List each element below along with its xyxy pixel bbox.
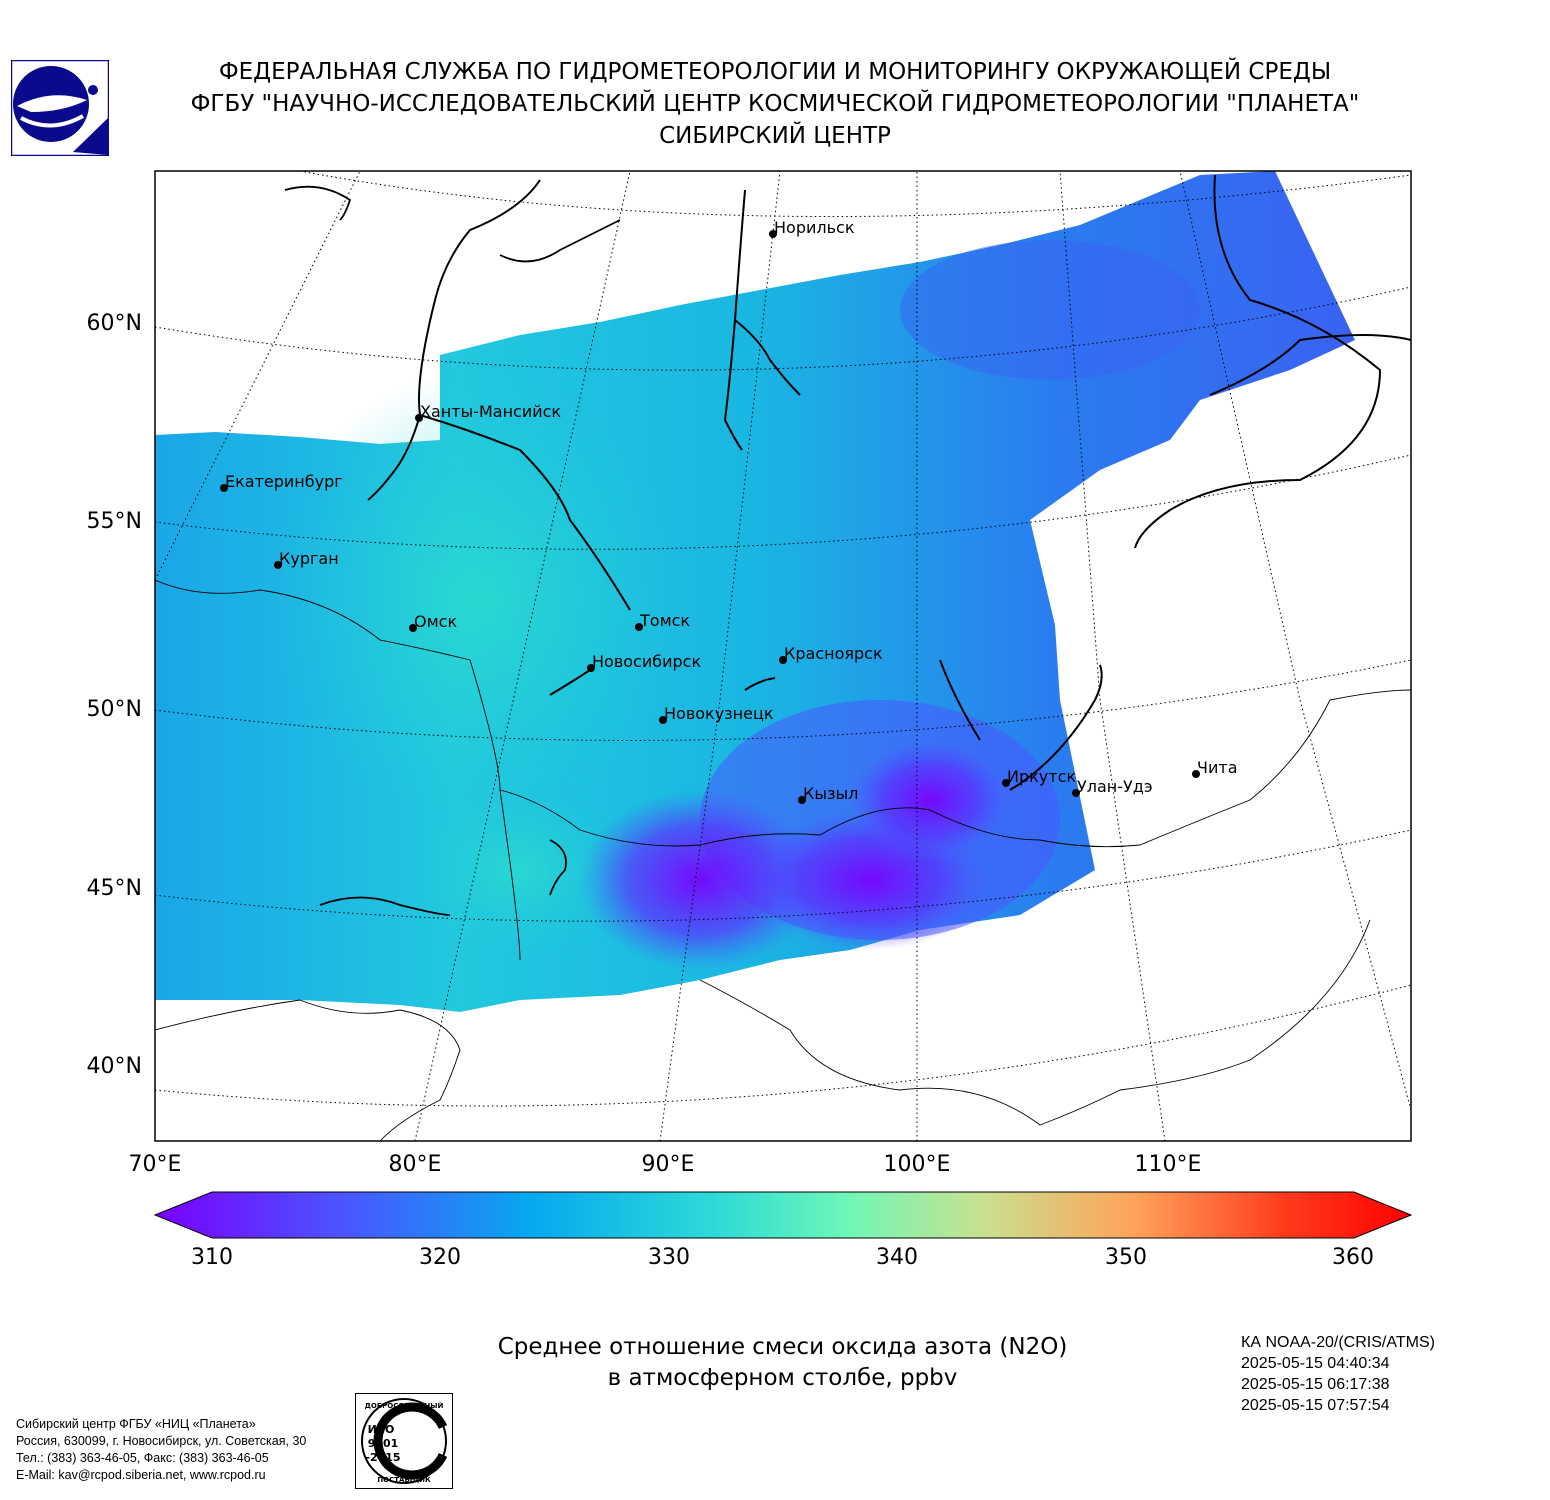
contacts-line-2: Россия, 630099, г. Новосибирск, ул. Сове… (16, 1434, 307, 1448)
contacts: Сибирский центр ФГБУ «НИЦ «Планета» Росс… (16, 1416, 306, 1484)
iso-line-1: ИСО (368, 1423, 395, 1436)
contacts-line-3: Тел.: (383) 363-46-05, Факс: (383) 363-4… (16, 1451, 269, 1465)
coast-north (284, 185, 621, 916)
city-dot (798, 796, 806, 804)
satellite-name: КА NOAA-20/(CRIS/ATMS) (1241, 1334, 1435, 1351)
city-label: Чита (1197, 758, 1238, 777)
satellite-time-3: 2025-05-15 07:57:54 (1241, 1397, 1390, 1414)
colorbar-tick-310: 310 (191, 1245, 233, 1270)
city-marker: Курган (274, 549, 339, 569)
city-label: Омск (414, 612, 457, 631)
map-frame (154, 170, 1412, 1142)
iso-badge: ДОБРОСОВЕСТНЫЙ ИСО 9001 -2015 ПОСТАВЩИК (355, 1393, 453, 1489)
iso-bottom-text: ПОСТАВЩИК (377, 1476, 431, 1484)
map-title-line-2: в атмосферном столбе, ppbv (607, 1365, 958, 1391)
lon-label-80: 80°E (388, 1152, 442, 1177)
satellite-info: КА NOAA-20/(CRIS/ATMS) 2025-05-15 04:40:… (1241, 1332, 1435, 1416)
city-dot (659, 716, 667, 724)
header-line-1: ФЕДЕРАЛЬНАЯ СЛУЖБА ПО ГИДРОМЕТЕОРОЛОГИИ … (218, 59, 1332, 85)
country-borders (155, 579, 1411, 1141)
lat-label-60: 60°N (86, 311, 142, 336)
rivers (367, 174, 1411, 791)
iso-line-2: 9001 (368, 1437, 399, 1450)
city-label: Новокузнецк (664, 704, 774, 723)
city-label: Ханты-Мансийск (420, 402, 561, 421)
city-dot (779, 656, 787, 664)
city-marker: Чита (1192, 758, 1238, 778)
lat-label-40: 40°N (86, 1054, 142, 1079)
satellite-time-2: 2025-05-15 06:17:38 (1241, 1376, 1390, 1393)
lat-label-50: 50°N (86, 697, 142, 722)
city-label: Кызыл (803, 784, 858, 803)
city-marker: Норильск (769, 218, 855, 238)
lat-label-45: 45°N (86, 876, 142, 901)
planeta-logo (11, 60, 109, 156)
city-marker: Иркутск (1002, 767, 1076, 787)
lat-label-55: 55°N (86, 509, 142, 534)
iso-line-3: -2015 (365, 1451, 400, 1464)
city-label: Иркутск (1007, 767, 1076, 786)
colorbar-tick-320: 320 (419, 1245, 461, 1270)
header-line-3: СИБИРСКИЙ ЦЕНТР (659, 123, 891, 149)
colorbar-tick-340: 340 (876, 1245, 918, 1270)
city-label: Томск (639, 611, 690, 630)
graticule-parallels (155, 171, 1411, 1107)
contacts-line-1: Сибирский центр ФГБУ «НИЦ «Планета» (16, 1417, 256, 1431)
city-marker: Новокузнецк (659, 704, 774, 724)
city-marker: Томск (635, 611, 690, 631)
city-label: Улан-Удэ (1077, 777, 1153, 796)
city-label: Курган (279, 549, 339, 568)
lon-label-110: 110°E (1134, 1152, 1202, 1177)
city-dot (220, 484, 228, 492)
city-label: Красноярск (784, 644, 883, 663)
contacts-line-4: E-Mail: kav@rcpod.siberia.net, www.rcpod… (16, 1468, 266, 1482)
colorbar-tick-350: 350 (1105, 1245, 1147, 1270)
city-marker: Ханты-Мансийск (415, 402, 561, 422)
colorbar-tick-360: 360 (1332, 1245, 1374, 1270)
city-label: Екатеринбург (225, 472, 343, 491)
city-dot (1002, 779, 1010, 787)
city-dot (1072, 789, 1080, 797)
map-title-line-1: Среднее отношение смеси оксида азота (N2… (497, 1334, 1068, 1360)
city-marker: Улан-Удэ (1072, 777, 1153, 797)
city-dot (274, 561, 282, 569)
city-label: Новосибирск (592, 652, 701, 671)
city-dot (587, 664, 595, 672)
city-marker: Екатеринбург (220, 472, 343, 492)
colorbar (153, 1191, 1413, 1239)
lon-label-90: 90°E (641, 1152, 695, 1177)
city-dot (635, 623, 643, 631)
lon-label-70: 70°E (128, 1152, 182, 1177)
city-dot (769, 230, 777, 238)
city-label: Норильск (774, 218, 855, 237)
city-marker: Красноярск (779, 644, 883, 664)
colorbar-tick-330: 330 (648, 1245, 690, 1270)
city-marker: Новосибирск (587, 652, 701, 672)
cities-layer: Норильск Ханты-Мансийск Екатеринбург Курган… (220, 218, 1238, 804)
iso-top-text: ДОБРОСОВЕСТНЫЙ (365, 1401, 444, 1410)
map-title: Среднее отношение смеси оксида азота (N2… (350, 1332, 1215, 1394)
city-marker: Омск (409, 612, 457, 632)
city-dot (409, 624, 417, 632)
city-dot (415, 414, 423, 422)
graticule-meridians (155, 171, 1411, 1141)
lon-label-100: 100°E (883, 1152, 951, 1177)
city-dot (1192, 770, 1200, 778)
satellite-time-1: 2025-05-15 04:40:34 (1241, 1355, 1390, 1372)
header-line-2: ФГБУ "НАУЧНО-ИССЛЕДОВАТЕЛЬСКИЙ ЦЕНТР КОС… (190, 91, 1360, 117)
city-marker: Кызыл (798, 784, 858, 804)
